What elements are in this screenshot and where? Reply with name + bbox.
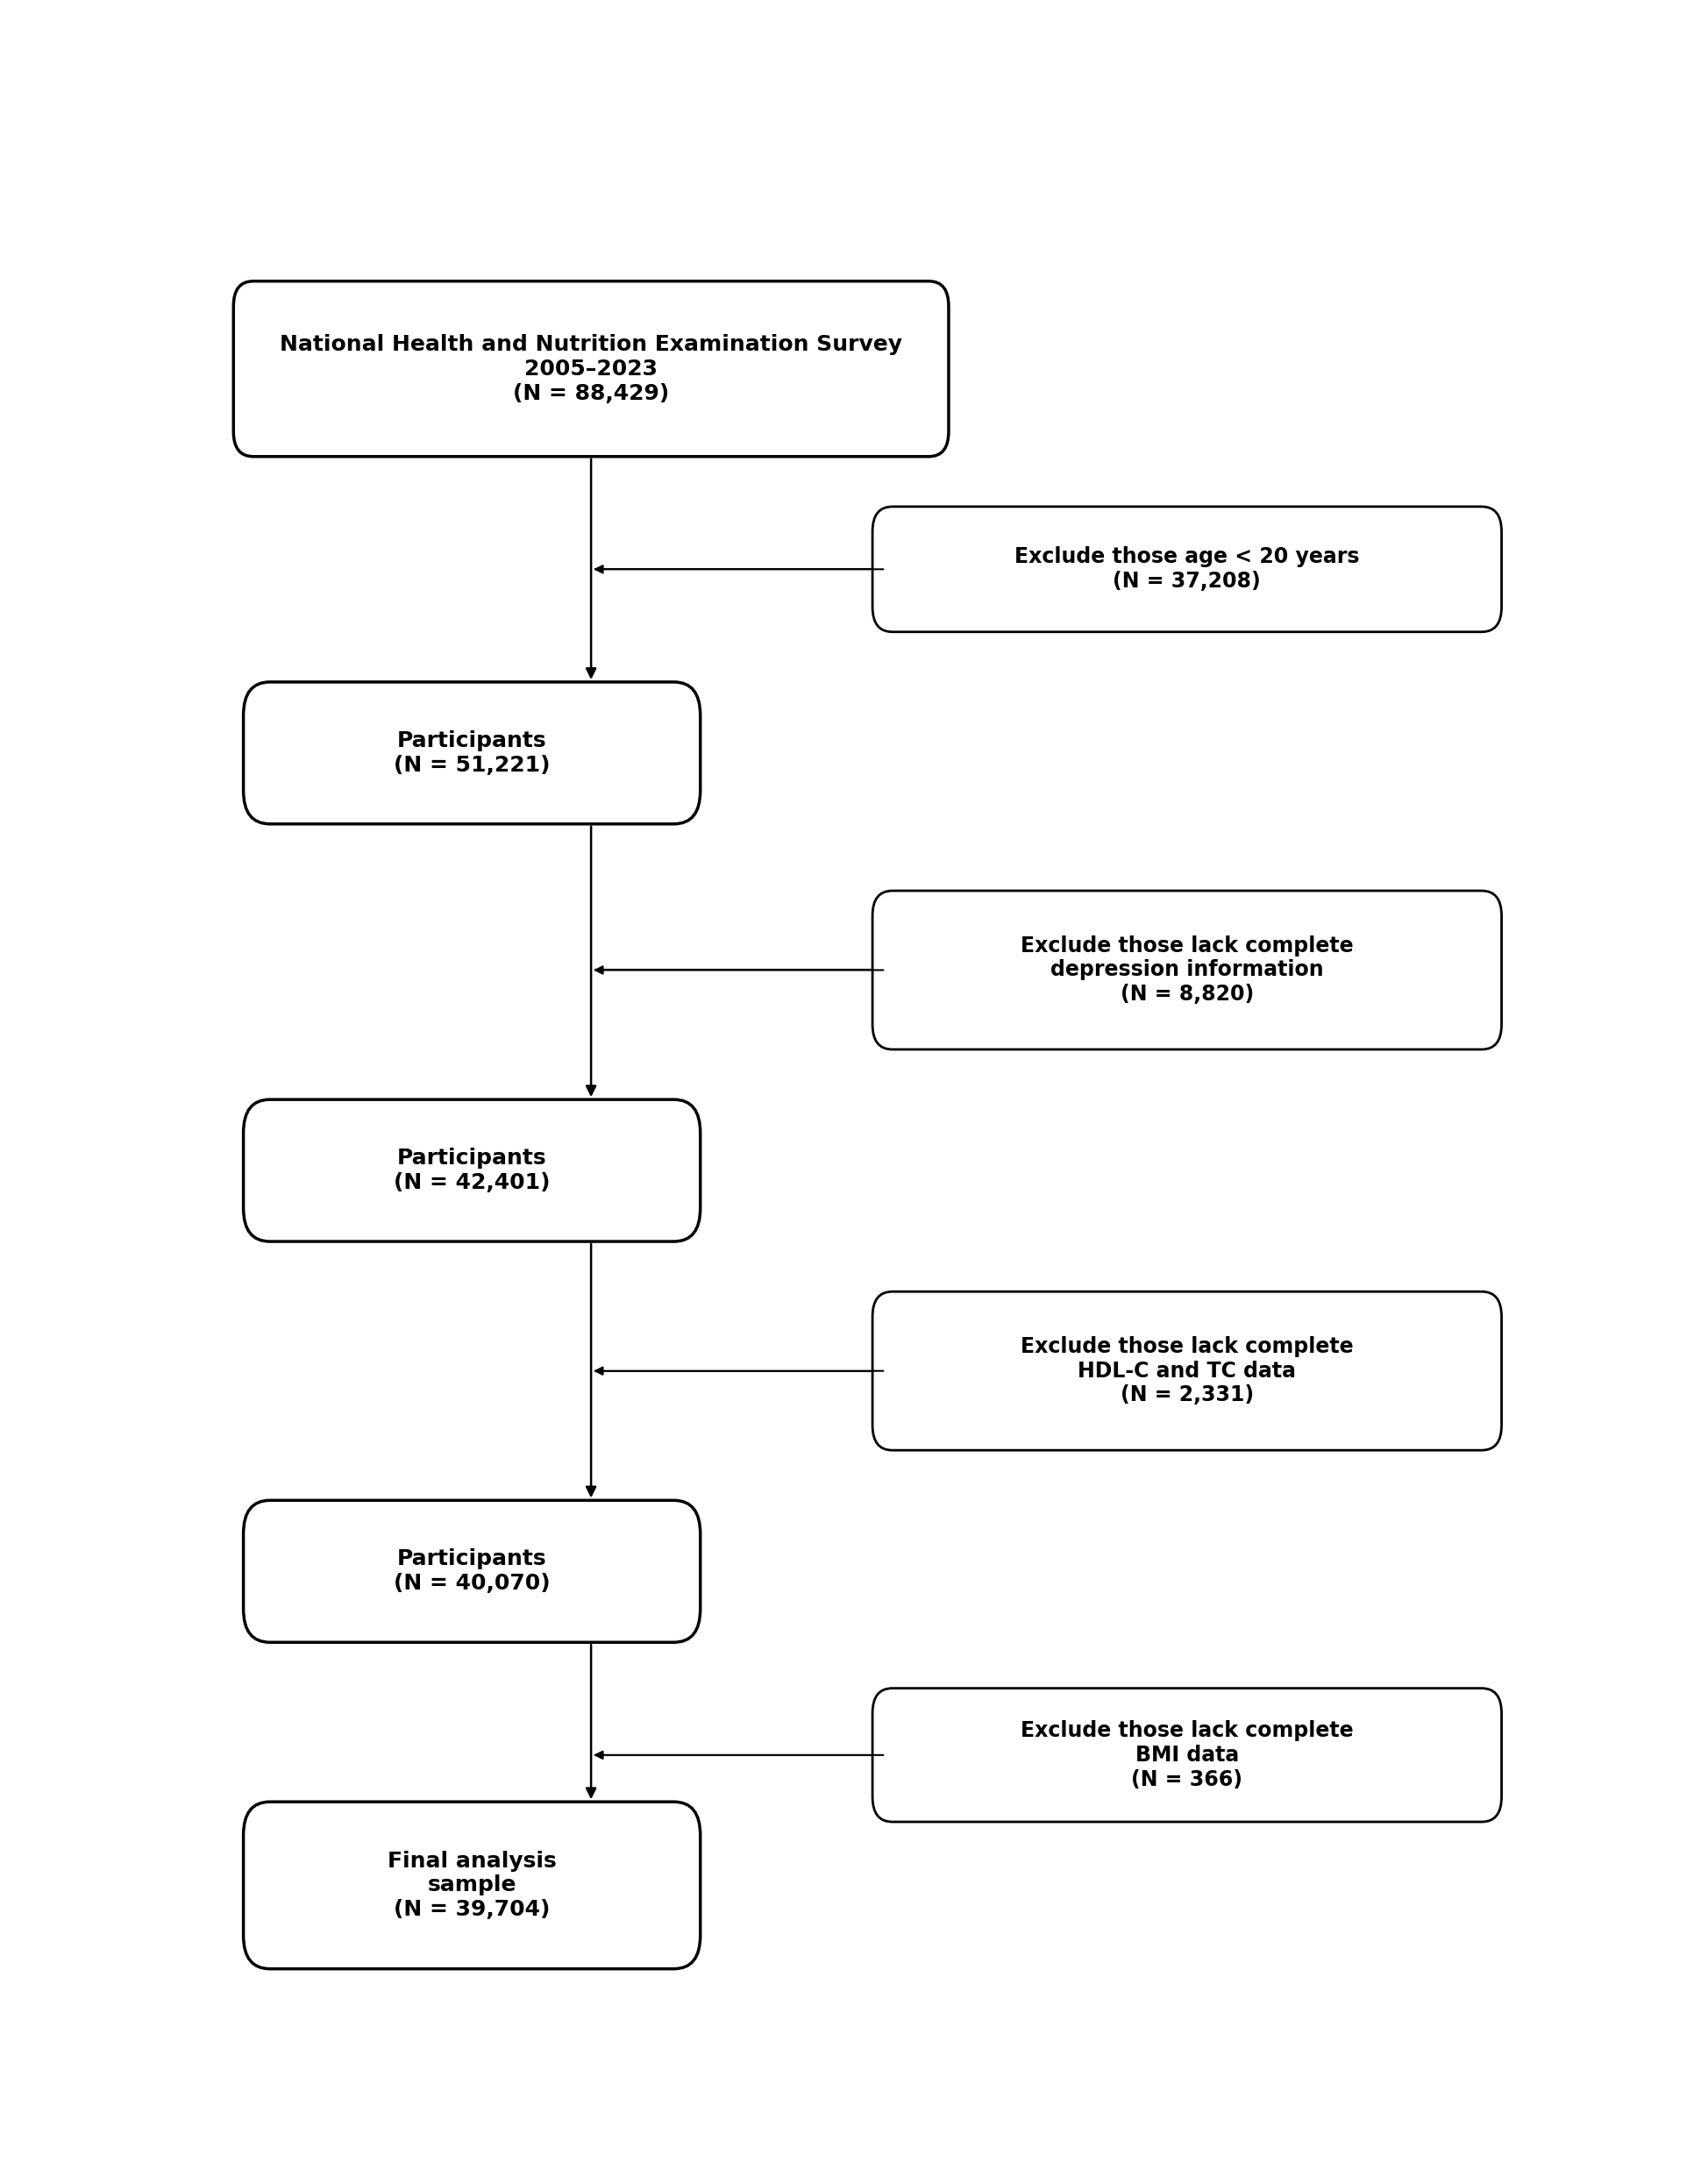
Text: Exclude those lack complete
HDL-C and TC data
(N = 2,331): Exclude those lack complete HDL-C and TC… [1020, 1336, 1353, 1406]
FancyBboxPatch shape [234, 282, 948, 455]
FancyBboxPatch shape [873, 1687, 1501, 1822]
FancyBboxPatch shape [873, 1291, 1501, 1451]
Text: Exclude those age < 20 years
(N = 37,208): Exclude those age < 20 years (N = 37,208… [1015, 547, 1360, 592]
FancyBboxPatch shape [873, 508, 1501, 631]
FancyBboxPatch shape [243, 1802, 700, 1969]
Text: Participants
(N = 40,070): Participants (N = 40,070) [393, 1549, 550, 1594]
FancyBboxPatch shape [243, 1501, 700, 1642]
Text: Exclude those lack complete
BMI data
(N = 366): Exclude those lack complete BMI data (N … [1020, 1720, 1353, 1789]
FancyBboxPatch shape [243, 1100, 700, 1241]
Text: National Health and Nutrition Examination Survey
2005–2023
(N = 88,429): National Health and Nutrition Examinatio… [280, 334, 902, 403]
Text: Participants
(N = 42,401): Participants (N = 42,401) [393, 1147, 550, 1193]
Text: Participants
(N = 51,221): Participants (N = 51,221) [393, 731, 550, 777]
Text: Final analysis
sample
(N = 39,704): Final analysis sample (N = 39,704) [388, 1850, 557, 1920]
FancyBboxPatch shape [243, 681, 700, 824]
FancyBboxPatch shape [873, 891, 1501, 1050]
Text: Exclude those lack complete
depression information
(N = 8,820): Exclude those lack complete depression i… [1020, 935, 1353, 1004]
